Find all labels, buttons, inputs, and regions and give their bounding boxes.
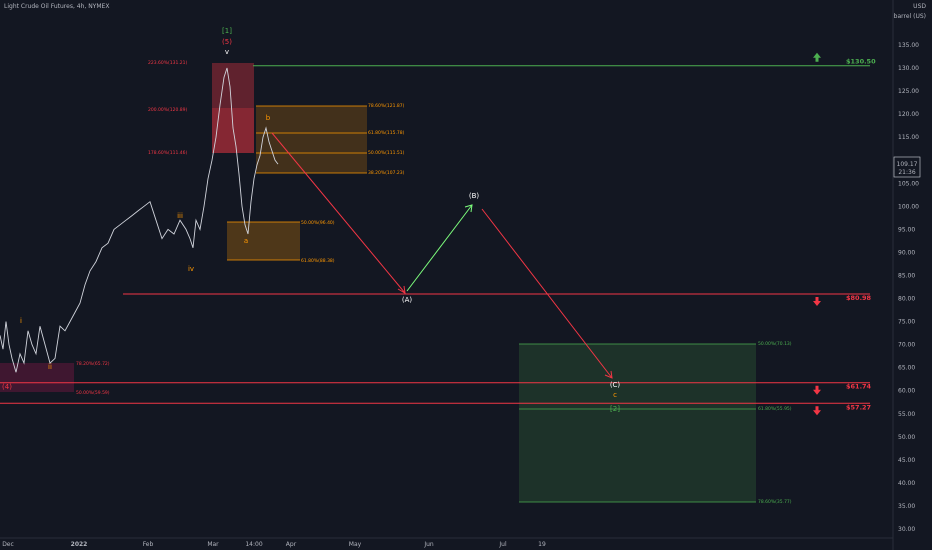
wave-label: v [225, 48, 229, 56]
y-tick-label: 130.00 [898, 65, 919, 72]
y-tick-label: 60.00 [898, 388, 915, 395]
wave-label: [2] [610, 405, 620, 413]
y-tick-label: 45.00 [898, 457, 915, 464]
y-tick-label: 30.00 [898, 526, 915, 533]
wave-label: [1] [222, 27, 232, 35]
y-tick-label: 35.00 [898, 503, 915, 510]
fib-retracement-b-zone [256, 106, 367, 173]
y-tick-label: 70.00 [898, 342, 915, 349]
wave-label: iii [177, 212, 183, 220]
y-tick-label: 135.00 [898, 42, 919, 49]
y-tick-label: 95.00 [898, 226, 915, 233]
y-tick-label: 115.00 [898, 134, 919, 141]
fib-level-label: 50.00%(96.40) [301, 220, 335, 226]
wave-label: iv [188, 265, 194, 273]
bar-countdown: 21:36 [898, 169, 915, 176]
fib-extension-zone [212, 63, 254, 153]
unit-label: barrel (US) [893, 13, 926, 20]
last-price-badge [893, 156, 921, 178]
y-tick-label: 75.00 [898, 319, 915, 326]
fib-level-label: 200.00%(120.89) [148, 107, 188, 113]
y-tick-label: 40.00 [898, 480, 915, 487]
wave-label: b [266, 114, 271, 122]
wave-label: a [244, 237, 248, 245]
fib-retracement-wave4-zone [0, 363, 74, 392]
fib-level-label: 50.00%(111.51) [368, 150, 405, 156]
up-arrow-icon [813, 52, 821, 62]
y-tick-label: 85.00 [898, 272, 915, 279]
price-axis[interactable]: 135.00130.00125.00120.00115.00110.00105.… [898, 42, 919, 533]
instrument-title: Light Crude Oil Futures, 4h, NYMEX [4, 3, 110, 10]
x-tick-label: Feb [143, 541, 154, 548]
price-series-line [0, 67, 279, 373]
x-tick-label: Jun [423, 541, 434, 548]
fib-level-label: 78.60%(121.87) [368, 103, 405, 109]
x-tick-label: 19 [538, 541, 546, 548]
y-tick-label: 105.00 [898, 180, 919, 187]
projection-paths [271, 132, 613, 379]
wave-label: (A) [402, 296, 413, 304]
fib-retracement-a-zone [227, 222, 300, 260]
wave-label: (4) [2, 383, 12, 391]
fib-level-label: 178.60%(111.46) [148, 150, 188, 156]
projection-b-to-A [271, 132, 406, 294]
level-label: $130.50 [846, 58, 876, 66]
x-tick-label: Dec [2, 541, 14, 548]
y-tick-label: 90.00 [898, 249, 915, 256]
y-tick-label: 120.00 [898, 111, 919, 118]
fib-lines [227, 105, 367, 261]
fib-labels: 223.60%(131.21) 200.00%(120.89) 178.60%(11… [76, 60, 792, 505]
currency-label[interactable]: USD [913, 3, 926, 10]
fib-level-label: 61.80%(88.38) [301, 258, 335, 264]
y-tick-label: 125.00 [898, 88, 919, 95]
fib-green-lines [519, 343, 756, 503]
wave-label: (5) [222, 38, 232, 46]
time-axis[interactable]: Dec 2022 Feb Mar 14:00 Apr May Jun Jul 19 [2, 541, 546, 548]
last-price-value: 109.17 [897, 161, 918, 168]
down-arrow-icon [813, 406, 821, 416]
y-tick-label: 100.00 [898, 203, 919, 210]
level-label: $80.98 [846, 294, 872, 302]
y-tick-label: 50.00 [898, 434, 915, 441]
projection-arrow-A [397, 285, 406, 294]
wave-label: (B) [469, 192, 480, 200]
price-levels: $130.50 $80.98 $61.74 $57.27 [0, 52, 876, 416]
wave-label: c [613, 391, 617, 399]
down-arrow-icon [813, 297, 821, 307]
level-label: $57.27 [846, 403, 871, 411]
projection-B-to-C [481, 208, 613, 379]
y-tick-label: 65.00 [898, 365, 915, 372]
down-arrow-icon [813, 385, 821, 395]
wave-label: (C) [610, 381, 621, 389]
fib-level-label: 223.60%(131.21) [148, 60, 188, 66]
x-tick-label: 2022 [71, 541, 88, 548]
y-tick-label: 55.00 [898, 411, 915, 418]
x-tick-label: Apr [286, 541, 297, 548]
wave-label: ii [48, 363, 52, 371]
x-tick-label: Jul [498, 541, 507, 548]
fib-level-label: 50.00%(70.13) [758, 341, 792, 347]
x-tick-label: Mar [207, 541, 219, 548]
wave-label: i [20, 317, 22, 325]
projection-A-to-B [406, 204, 473, 292]
level-label: $61.74 [846, 383, 872, 391]
fib-level-label: 78.20%(65.72) [76, 361, 110, 367]
fib-level-label: 61.80%(115.78) [368, 130, 405, 136]
fib-level-label: 78.60%(35.77) [758, 499, 792, 505]
fib-level-label: 50.00%(59.59) [76, 390, 110, 396]
x-tick-label: May [349, 541, 362, 548]
fib-target-zone [519, 344, 756, 502]
projection-arrow-B [464, 204, 473, 213]
projection-arrow-C [604, 370, 613, 379]
y-tick-label: 80.00 [898, 296, 915, 303]
fib-level-label: 38.20%(107.23) [368, 170, 405, 176]
x-tick-label: 14:00 [245, 541, 262, 548]
fib-level-label: 61.80%(55.95) [758, 406, 792, 412]
